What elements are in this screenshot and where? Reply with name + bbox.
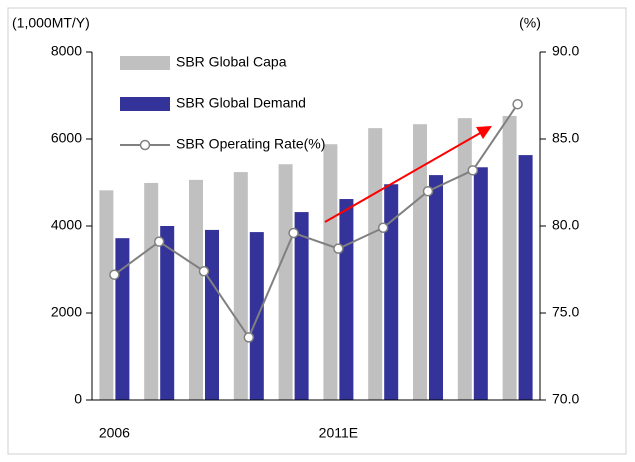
- legend-label: SBR Global Demand: [176, 95, 306, 111]
- line-marker: [467, 165, 479, 176]
- legend-label: SBR Operating Rate(%): [176, 136, 325, 152]
- legend-swatch: [120, 56, 170, 70]
- bar: [502, 115, 517, 400]
- bar: [99, 190, 114, 400]
- line-marker: [333, 243, 344, 254]
- line-marker: [377, 222, 389, 233]
- line-marker: [153, 236, 165, 247]
- bar: [339, 199, 354, 400]
- y2-axis-label: (%): [519, 15, 541, 31]
- bar: [115, 238, 130, 400]
- line-marker: [109, 269, 120, 280]
- y-tick-label: 2000: [51, 304, 82, 320]
- bar: [294, 212, 309, 400]
- line-marker: [288, 227, 299, 239]
- x-tick-label: 2006: [99, 425, 130, 441]
- x-tick-label: 2011E: [319, 425, 358, 441]
- bar: [323, 144, 338, 400]
- bar: [429, 175, 443, 400]
- bar: [384, 184, 399, 400]
- y2-tick-label: 70.0: [552, 391, 579, 407]
- bar: [518, 155, 533, 400]
- y2-tick-label: 90.0: [552, 43, 579, 59]
- bar: [457, 118, 472, 401]
- trend-arrowhead: [476, 126, 492, 139]
- bar: [160, 226, 175, 400]
- y-tick-label: 8000: [51, 43, 82, 59]
- bar: [233, 172, 248, 400]
- legend-label: SBR Global Capa: [176, 54, 287, 70]
- line-marker: [198, 265, 210, 277]
- bar: [205, 229, 219, 400]
- y-tick-label: 6000: [51, 130, 82, 146]
- bar: [249, 232, 264, 400]
- line: [113, 103, 519, 340]
- bar: [278, 164, 293, 400]
- y-axis-label: (1,000MT/Y): [12, 15, 90, 31]
- y-tick-label: 0: [74, 391, 82, 407]
- bar: [473, 167, 488, 400]
- trend-arrow: [324, 131, 483, 223]
- y2-tick-label: 85.0: [552, 130, 579, 146]
- line-marker: [243, 332, 255, 343]
- y-tick-label: 4000: [51, 217, 82, 233]
- legend-marker: [139, 139, 151, 151]
- bar: [144, 182, 159, 400]
- legend-swatch: [120, 97, 170, 111]
- bar: [368, 128, 383, 400]
- y2-tick-label: 80.0: [552, 217, 579, 233]
- line-marker: [422, 185, 434, 197]
- y2-tick-label: 75.0: [552, 304, 579, 320]
- bar: [189, 179, 203, 400]
- line-marker: [512, 98, 523, 110]
